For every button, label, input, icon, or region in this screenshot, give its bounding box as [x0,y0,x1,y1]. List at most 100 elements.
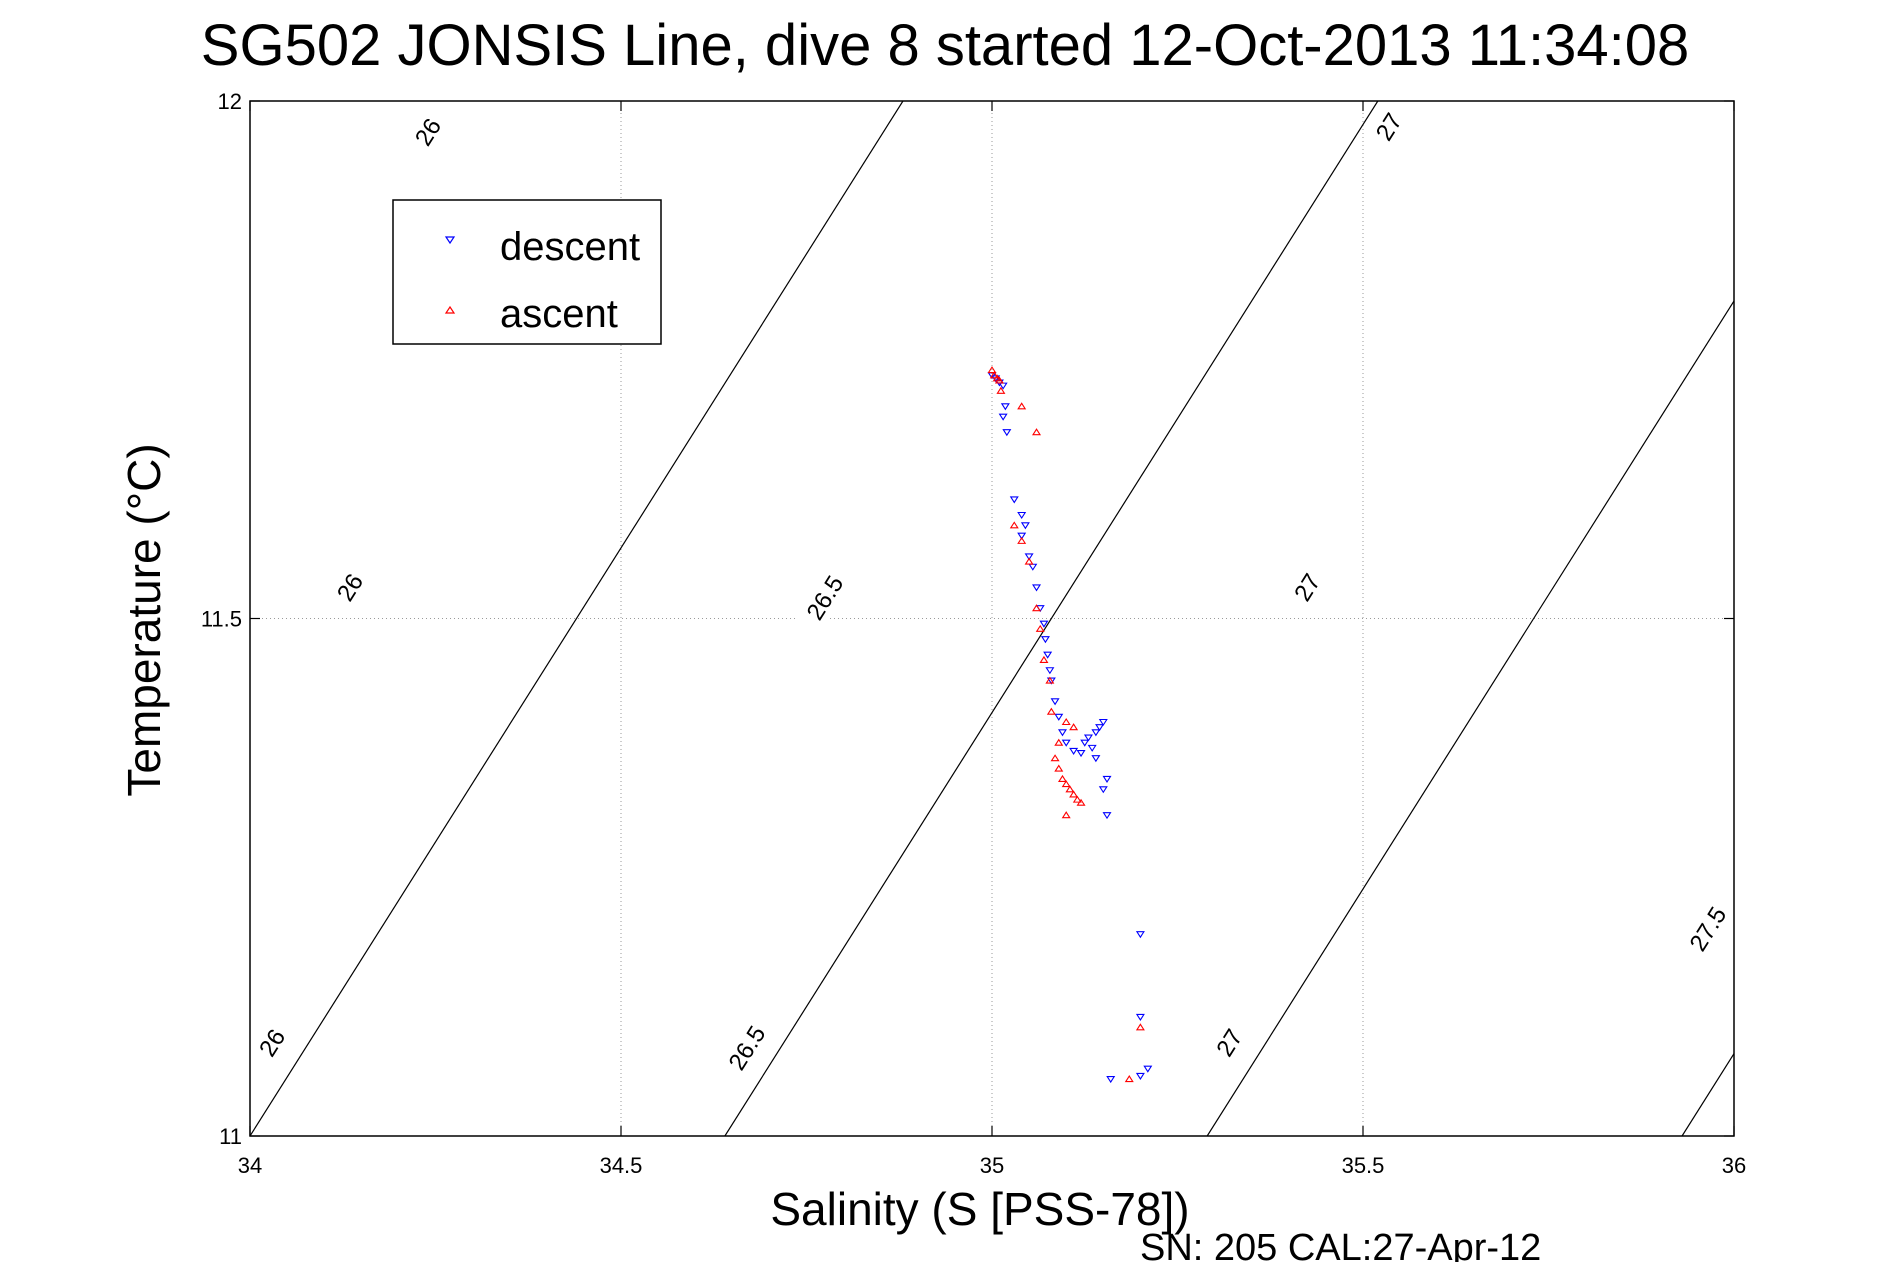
ascent-point [1017,402,1027,410]
contour-label-bg [1285,563,1330,611]
contour-line-27 [1206,299,1734,1136]
contour-line-26 [250,101,904,1136]
x-axis-label: Salinity (S [PSS-78]) [770,1183,1189,1235]
ascent-point [1054,764,1064,772]
descent-point [1135,1013,1145,1021]
descent-point [1043,651,1053,659]
descent-point [1054,713,1064,721]
ascent-point [1135,1023,1145,1031]
ascent-point [1024,557,1034,565]
x-tick-label: 35 [980,1153,1004,1178]
descent-point [1045,667,1055,675]
descent-point [1106,1076,1116,1084]
contour-label-bg [406,108,451,156]
descent-point [1040,636,1050,644]
ascent-point [1050,754,1060,762]
ascent-point [1124,1075,1134,1083]
ascent-point [1076,798,1086,806]
descent-point [1000,403,1010,411]
descent-point [1143,1065,1153,1073]
descent-point [1046,677,1056,685]
contour-label-bg [250,1019,295,1067]
ascent-point [987,366,997,374]
y-tick-label: 12 [218,89,242,114]
contour-label-bg [1366,103,1411,151]
descent-point [1135,931,1145,939]
ascent-point [1046,707,1056,715]
ascent-point [1057,774,1067,782]
y-tick-label: 11 [219,1124,242,1149]
x-tick-label: 34 [238,1153,262,1178]
contour-label-bg [1678,893,1734,965]
legend: descent ascent [392,199,662,345]
descent-point [1135,1072,1145,1080]
y-tick-label: 11.5 [201,607,242,632]
x-tick-label: 35.5 [1342,1153,1385,1178]
descent-point [1050,698,1060,706]
descent-point [1098,786,1108,794]
legend-descent-label: descent [500,225,640,269]
x-tick-label: 34.5 [600,1153,643,1178]
contour-label-bg [1207,1019,1252,1067]
descent-point [1102,775,1112,783]
descent-point [1017,511,1027,520]
contour-label-bg [328,563,373,611]
legend-ascent-marker [444,305,456,314]
descent-point [1091,755,1101,763]
descent-point [1020,522,1030,530]
data-points [987,366,1153,1084]
descent-point [1024,553,1034,561]
descent-point [1069,747,1079,756]
ascent-point [996,386,1006,394]
legend-box [392,199,662,345]
ascent-point [1065,785,1075,793]
ascent-point [1061,780,1071,788]
descent-point [1102,812,1112,820]
chart-title: SG502 JONSIS Line, dive 8 started 12-Oct… [201,13,1689,78]
descent-point [1091,729,1101,737]
contour-line-26.5 [724,101,1379,1136]
ascent-point [994,376,1004,384]
descent-point [1039,620,1049,628]
descent-point [1009,496,1019,504]
descent-point [1057,729,1067,737]
legend-ascent-label: ascent [500,292,618,336]
ascent-point [1061,717,1071,726]
ascent-point [1009,521,1019,529]
contour-label-bg [795,562,855,634]
ascent-point [1017,536,1027,544]
ascent-point [1039,655,1049,663]
legend-descent-marker [444,236,456,245]
ascent-point [1035,624,1045,632]
serial-cal-footer: SN: 205 CAL:27-Apr-12 [1140,1227,1541,1262]
ascent-point [1072,795,1082,803]
y-axis-label: Temperature (°C) [118,443,170,796]
contour-line-27.5 [1681,1052,1734,1136]
ascent-point [1069,723,1079,731]
descent-point [1032,584,1042,592]
ascent-point [1054,738,1064,746]
contour-label-bg [717,1012,777,1084]
descent-point [1076,750,1086,758]
ascent-point [1032,604,1042,612]
descent-point [1017,532,1027,540]
descent-point [991,375,1001,383]
x-tick-label: 36 [1722,1153,1746,1178]
descent-point [998,413,1008,421]
descent-point [1028,563,1038,571]
ascent-point [1061,811,1071,819]
ascent-point [1045,676,1055,684]
descent-point [1002,429,1012,437]
descent-point [1095,724,1105,732]
ascent-point [989,371,999,379]
ascent-point [1069,790,1079,798]
ascent-point [1032,428,1042,436]
axis-ticks: 34 34.5 35 35.5 36 11 11.5 12 [201,89,1746,1178]
descent-point [1061,739,1071,747]
descent-point [1083,734,1093,742]
descent-point [1098,718,1108,727]
descent-point [1087,744,1097,752]
descent-point [1080,739,1090,747]
